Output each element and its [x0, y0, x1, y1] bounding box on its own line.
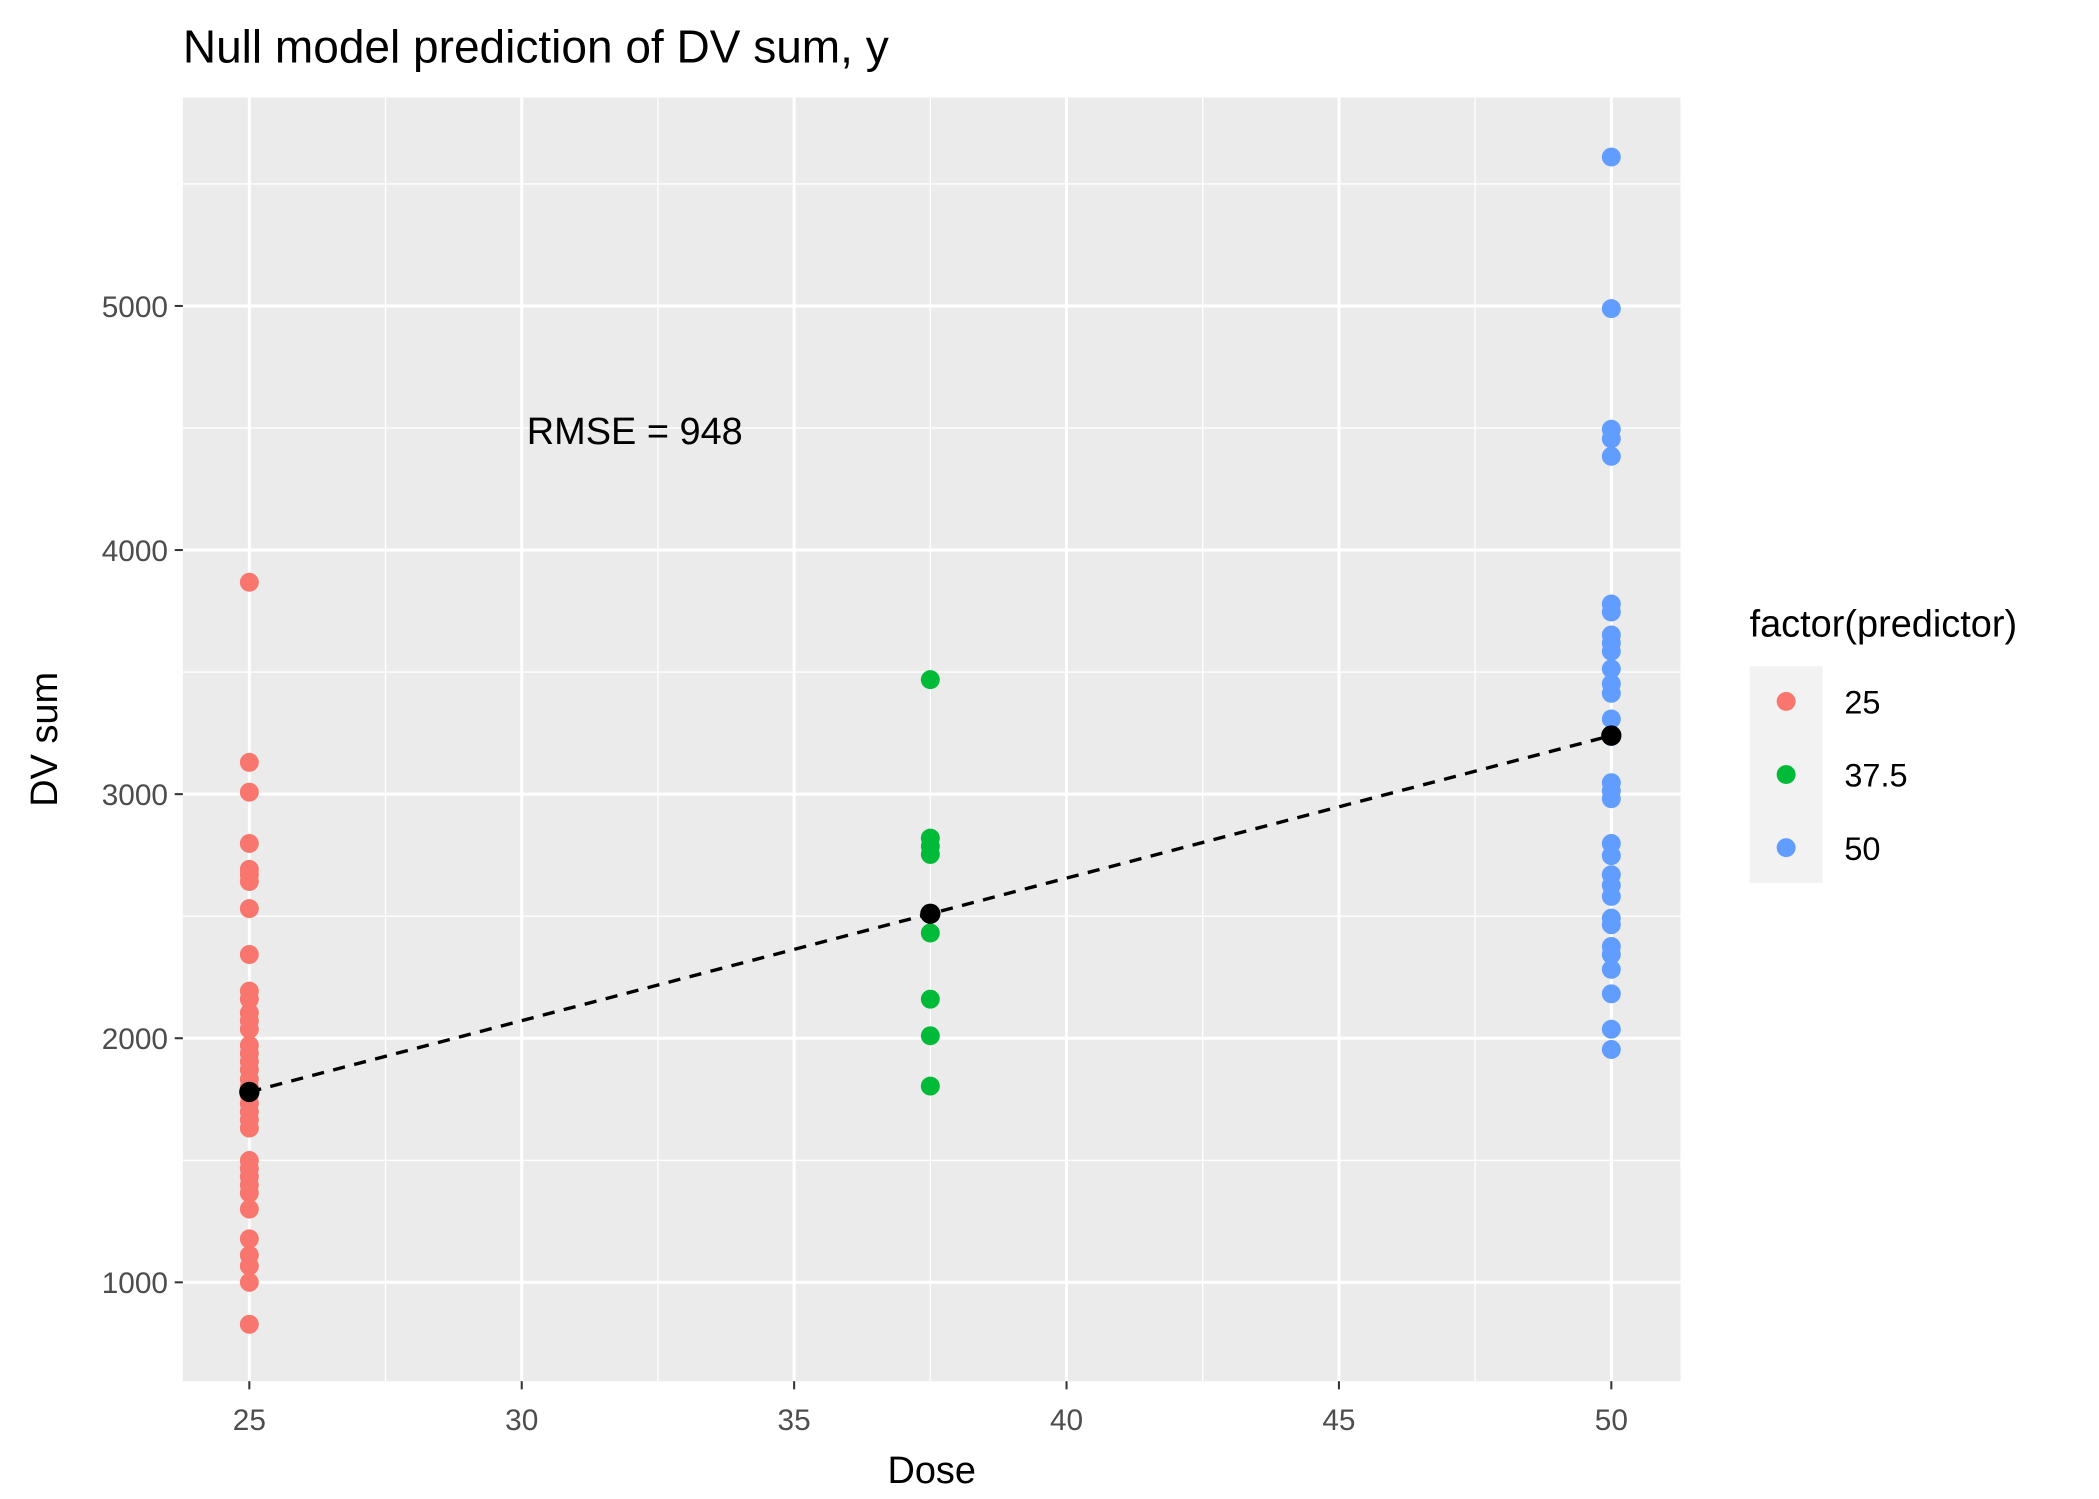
y-axis-title: DV sum — [24, 672, 66, 807]
x-tick-label: 25 — [233, 1404, 266, 1437]
y-tick-label: 2000 — [102, 1023, 168, 1056]
point — [239, 752, 259, 772]
point — [239, 1199, 259, 1219]
point — [239, 572, 259, 592]
point — [239, 1118, 259, 1138]
point — [239, 1019, 259, 1039]
point — [1601, 945, 1621, 964]
point — [1601, 886, 1621, 906]
point — [1601, 709, 1621, 729]
point — [239, 872, 259, 892]
point — [1601, 602, 1621, 622]
point — [920, 1076, 940, 1096]
point — [239, 1272, 259, 1292]
point — [920, 670, 940, 690]
point — [239, 899, 259, 919]
point — [239, 945, 259, 964]
y-tick-label: 3000 — [102, 779, 168, 812]
point — [1601, 683, 1621, 703]
annotation: RMSE = 948 — [527, 411, 743, 453]
point — [239, 833, 259, 853]
point — [1601, 147, 1621, 167]
point — [1601, 299, 1621, 319]
legend-key — [1776, 691, 1796, 711]
y-tick-label: 5000 — [102, 291, 168, 324]
legend-label: 50 — [1844, 831, 1880, 867]
point — [1601, 959, 1621, 979]
point — [1601, 659, 1621, 679]
point — [1601, 1039, 1621, 1059]
point — [920, 989, 940, 1009]
x-tick-label: 45 — [1322, 1404, 1355, 1437]
x-tick-label: 50 — [1595, 1404, 1628, 1437]
x-tick-label: 30 — [505, 1404, 538, 1437]
legend-label: 37.5 — [1844, 758, 1907, 794]
x-tick-label: 35 — [778, 1404, 811, 1437]
point — [1601, 446, 1621, 466]
legend-key — [1776, 765, 1796, 785]
point — [239, 1229, 259, 1249]
point — [1601, 429, 1621, 449]
point — [1601, 789, 1621, 809]
point — [1601, 641, 1621, 661]
legend-key — [1776, 838, 1796, 858]
point — [239, 1314, 259, 1334]
point — [920, 844, 940, 864]
legend-title: factor(predictor) — [1750, 603, 2018, 645]
y-tick-label: 4000 — [102, 535, 168, 568]
point — [920, 1026, 940, 1046]
point — [1601, 846, 1621, 866]
point — [920, 923, 940, 943]
point — [1601, 984, 1621, 1004]
point — [239, 782, 259, 802]
point — [239, 1256, 259, 1276]
x-tick-label: 40 — [1050, 1404, 1083, 1437]
chart-title: Null model prediction of DV sum, y — [183, 20, 889, 72]
plot-panel — [182, 97, 1681, 1382]
mean-point — [239, 1081, 260, 1103]
point — [239, 989, 259, 1009]
mean-point — [1601, 725, 1622, 746]
point — [239, 1183, 259, 1203]
point — [1601, 915, 1621, 935]
y-tick-label: 1000 — [102, 1267, 168, 1300]
point — [1601, 1019, 1621, 1039]
mean-point — [920, 903, 941, 924]
legend-label: 25 — [1844, 685, 1880, 721]
x-axis-title: Dose — [887, 1450, 975, 1492]
